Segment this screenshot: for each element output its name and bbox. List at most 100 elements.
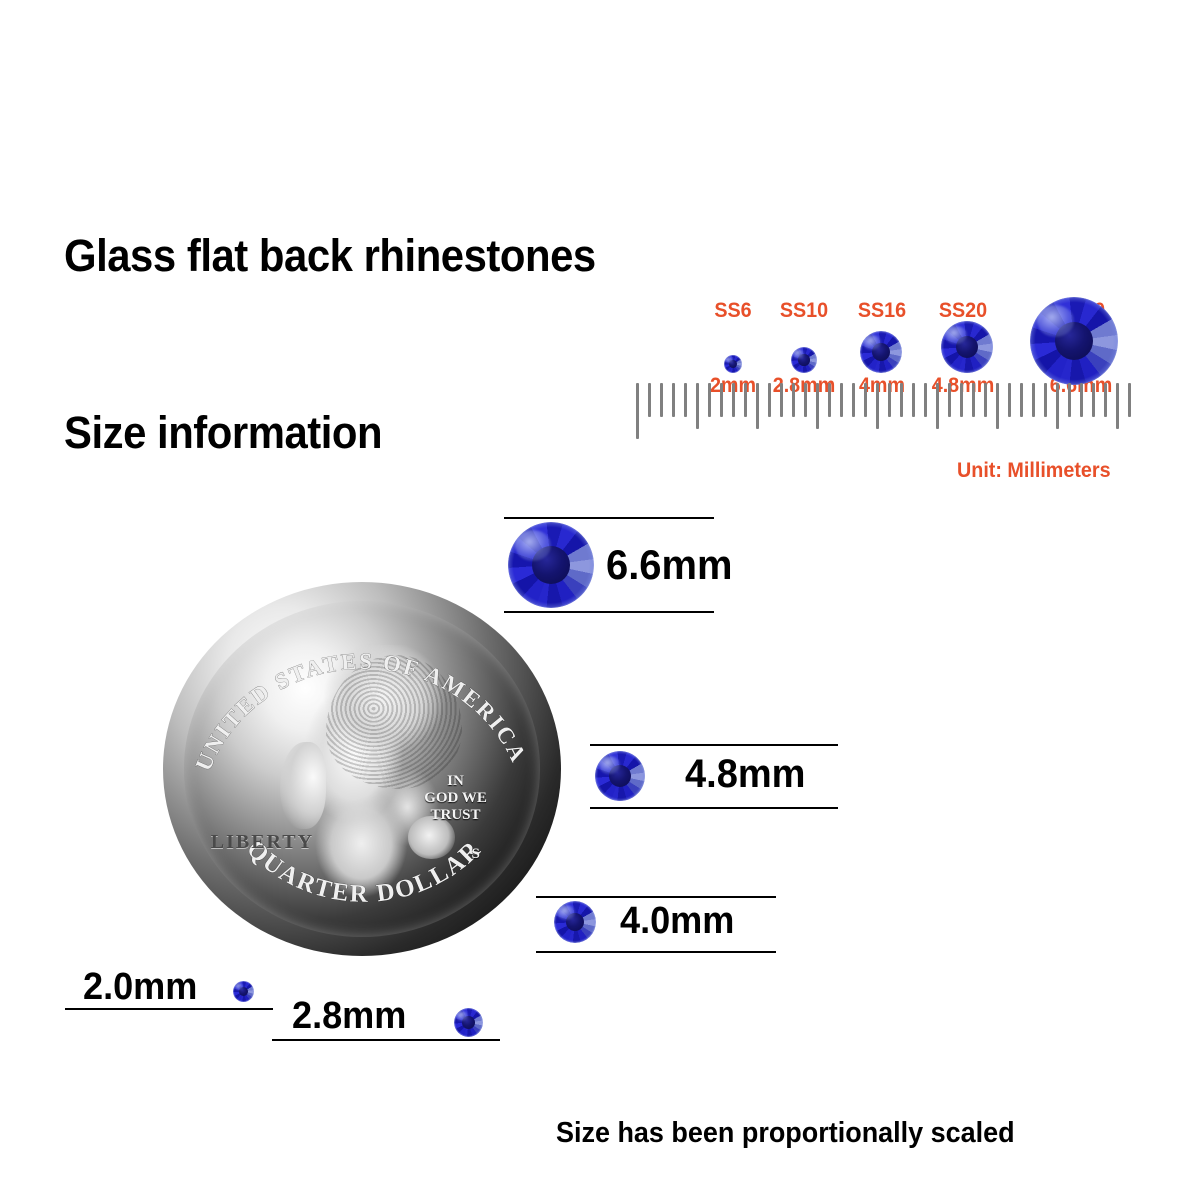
rhinestone-2-0mm [233, 981, 254, 1002]
ruler-tick-minor [1068, 383, 1071, 417]
measure-row-6-6mm: 6.6mm [504, 517, 744, 621]
measure-label-2-0mm: 2.0mm [83, 966, 198, 1008]
measure-row-4-0mm: 4.0mm [536, 896, 776, 958]
ruler-tick-minor [1044, 383, 1047, 417]
measure-line-top [590, 744, 838, 746]
ruler-tick-minor [672, 383, 675, 417]
ruler-tick-minor [888, 383, 891, 417]
measure-label-4-0mm: 4.0mm [620, 900, 735, 942]
ruler-tick-minor [840, 383, 843, 417]
gem-highlight [1037, 304, 1074, 337]
ruler-tick-minor [852, 383, 855, 417]
ruler-tick-major [696, 383, 699, 429]
ruler-tick-minor [708, 383, 711, 417]
ruler-tick-minor [1128, 383, 1131, 417]
ruler-tick-minor [660, 383, 663, 417]
gem-highlight [945, 325, 967, 345]
title-line-2: Size information [64, 407, 383, 458]
unit-label: Unit: Millimeters [957, 459, 1111, 482]
ruler-tick-minor [744, 383, 747, 417]
measure-row-2-8mm: 2.8mm [272, 995, 512, 1045]
ruler-tick-minor [900, 383, 903, 417]
rhinestone-6-6mm [508, 522, 594, 608]
ss-size-2: 4mm [858, 374, 906, 397]
ss-column-2: SS16 4mm [850, 248, 914, 448]
gem-highlight [599, 755, 620, 774]
ruler-tick-minor [1032, 383, 1035, 417]
measure-label-2-8mm: 2.8mm [292, 995, 407, 1037]
ruler-tick-minor [864, 383, 867, 417]
rhinestone-ss6 [724, 355, 742, 373]
ss-size-1: 2.8mm [770, 373, 838, 398]
ruler-tick-minor [948, 383, 951, 417]
coin-arc-legends: UNITED STATES OF AMERICA QUARTER DOLLAR [190, 648, 532, 908]
ruler-tick-minor [1104, 383, 1107, 417]
coin-motto: IN GOD WE TRUST [424, 773, 487, 824]
ruler-tick-minor [1080, 383, 1083, 417]
gem-core [238, 986, 249, 997]
gem-highlight [557, 904, 575, 920]
ruler-tick-minor [648, 383, 651, 417]
measure-label-4-8mm: 4.8mm [685, 752, 806, 796]
rhinestone-2-8mm [454, 1008, 483, 1037]
ruler-tick-major [876, 383, 879, 429]
gem-highlight [456, 1010, 469, 1022]
ruler-tick-minor [912, 383, 915, 417]
ss-column-1: SS10 2.8mm [770, 248, 838, 448]
ruler-tick-minor [1020, 383, 1023, 417]
rhinestone-4-8mm [595, 751, 645, 801]
rhinestone-4-0mm [554, 901, 596, 943]
ss-code-2: SS16 [857, 299, 907, 322]
ruler-tick-minor [768, 383, 771, 417]
ruler-tick-major [816, 383, 819, 429]
coin-mint-mark: S [471, 845, 480, 862]
us-quarter-coin: UNITED STATES OF AMERICA QUARTER DOLLAR … [163, 582, 561, 956]
washington-hair [326, 655, 462, 790]
ss-code-3: SS20 [938, 299, 988, 322]
ruler-tick-minor [960, 383, 963, 417]
rhinestone-ss16 [860, 331, 902, 373]
gem-core [729, 360, 737, 368]
coin-disc: UNITED STATES OF AMERICA QUARTER DOLLAR … [163, 582, 561, 956]
ruler-tick-major [996, 383, 999, 429]
rhinestone-ss20 [941, 321, 993, 373]
ruler-tick-major [936, 383, 939, 429]
ruler-tick-minor [684, 383, 687, 417]
svg-text:UNITED STATES OF AMERICA: UNITED STATES OF AMERICA [191, 649, 532, 775]
gem-highlight [725, 356, 733, 364]
ruler-tick-major [636, 383, 639, 439]
ruler-tick-minor [804, 383, 807, 417]
measure-line-bottom [504, 611, 714, 613]
measure-line-top [536, 896, 776, 898]
measure-row-2-0mm: 2.0mm [65, 966, 285, 1014]
ruler-tick-minor [972, 383, 975, 417]
measure-label-6-6mm: 6.6mm [606, 541, 733, 588]
ruler-tick-major [756, 383, 759, 429]
rhinestone-ss10 [791, 347, 817, 373]
ruler-tick-minor [1008, 383, 1011, 417]
coin-motto-line-3: TRUST [430, 806, 481, 823]
ruler-tick-major [1116, 383, 1119, 429]
ruler-tick-minor [732, 383, 735, 417]
footer-caption: Size has been proportionally scaled [556, 1117, 1015, 1149]
measure-line-bottom [65, 1008, 273, 1010]
gem-highlight [793, 349, 804, 359]
coin-motto-line-2: GOD WE [424, 789, 487, 806]
ruler-tick-minor [780, 383, 783, 417]
ruler-tick-minor [720, 383, 723, 417]
measure-line-bottom [272, 1039, 500, 1041]
ss-code-1: SS10 [779, 299, 829, 322]
coin-field [183, 601, 541, 937]
gem-core [798, 354, 810, 366]
ruler-tick-minor [828, 383, 831, 417]
washington-queue [408, 815, 455, 860]
washington-profile [279, 742, 327, 830]
measure-line-top [504, 517, 714, 519]
page-title: Glass flat back rhinestones Size informa… [64, 108, 596, 580]
ruler-tick-major [1056, 383, 1059, 429]
measure-line-bottom [536, 951, 776, 953]
rhinestone-ss30 [1030, 297, 1118, 385]
ruler-tick-minor [984, 383, 987, 417]
ss-code-0: SS6 [714, 299, 752, 322]
